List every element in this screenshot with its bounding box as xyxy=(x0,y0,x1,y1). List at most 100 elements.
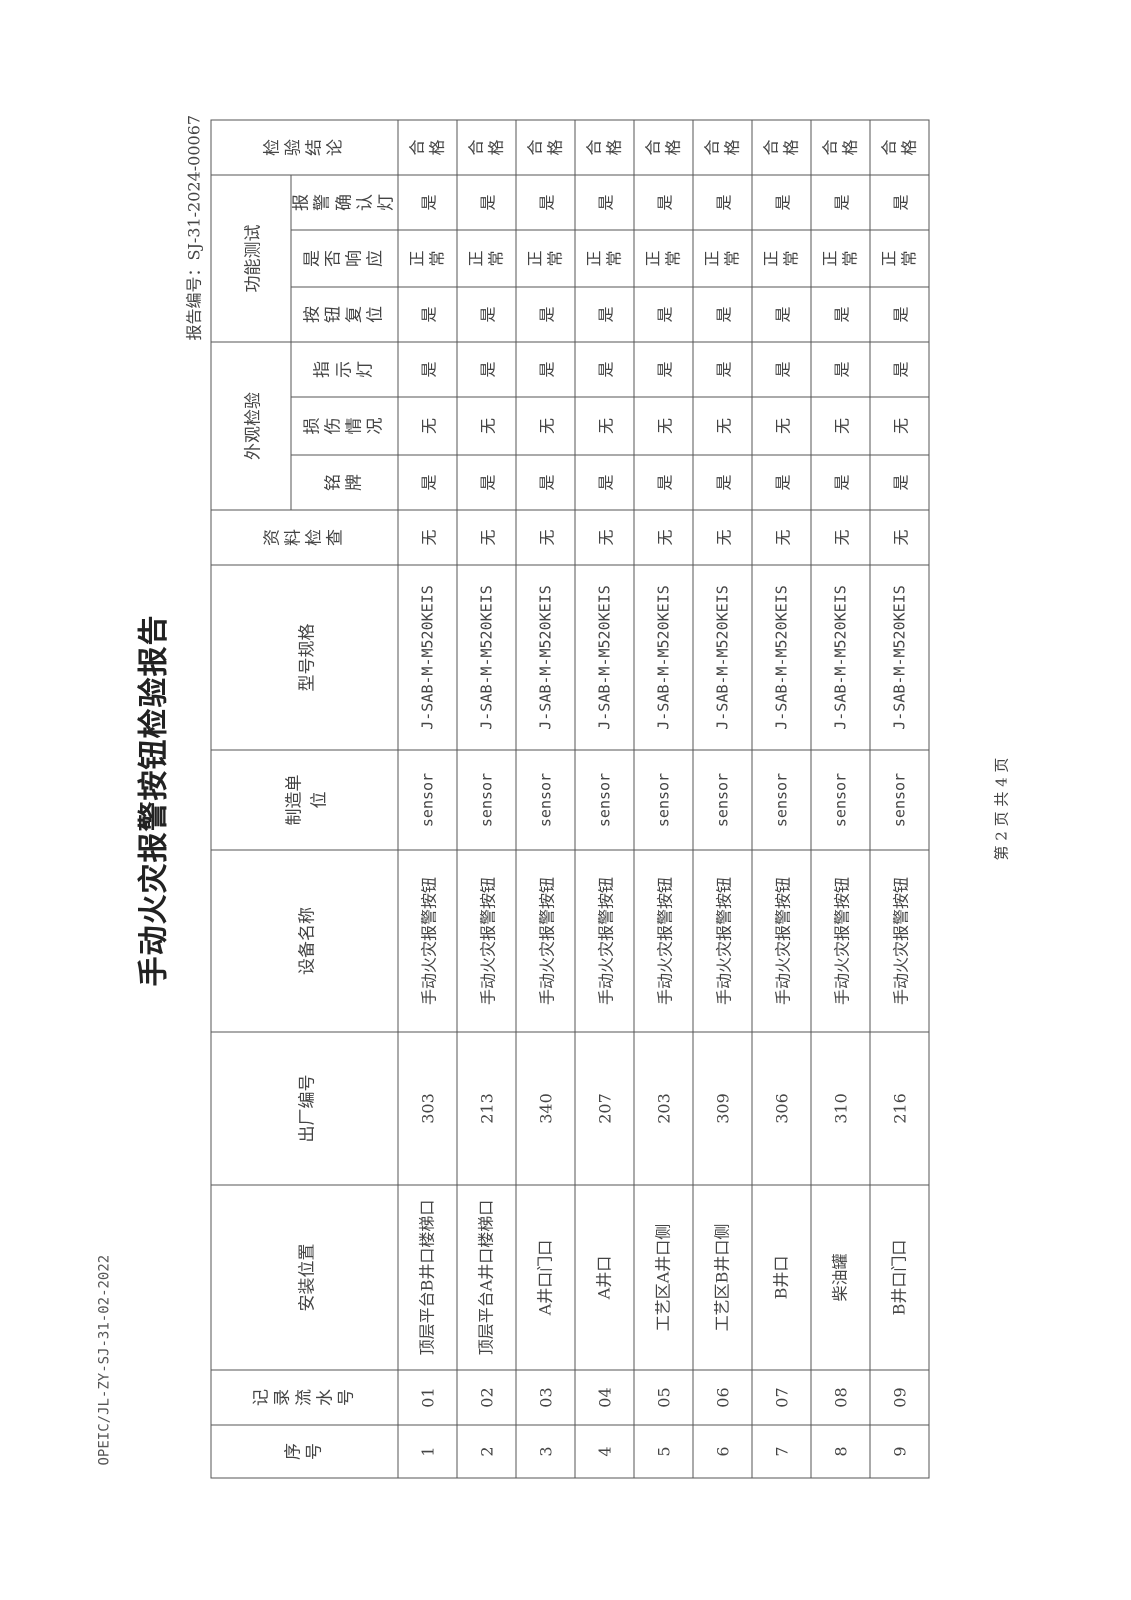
cell-seq: 5 xyxy=(633,1424,693,1478)
cell-model: J-SAB-M-M520KEIS xyxy=(456,564,516,750)
cell-response: 正常 xyxy=(397,229,457,287)
cell-docs: 无 xyxy=(810,509,870,565)
cell-name: 手动火灾报警按钮 xyxy=(515,849,575,1032)
cell-model: J-SAB-M-M520KEIS xyxy=(397,564,457,750)
cell-serial: 207 xyxy=(574,1031,634,1185)
cell-confirm: 是 xyxy=(751,174,811,230)
cell-docs: 无 xyxy=(397,509,457,565)
cell-indicator: 是 xyxy=(810,341,870,397)
cell-maker: sensor xyxy=(397,749,457,850)
table-row: 8 08 柴油罐 310 手动火灾报警按钮 sensor J-SAB-M-M520KEIS 无… xyxy=(810,119,870,1478)
cell-record: 05 xyxy=(633,1369,693,1425)
cell-seq: 7 xyxy=(751,1424,811,1478)
cell-docs: 无 xyxy=(751,509,811,565)
header-maker: 制造单位 xyxy=(210,749,398,850)
cell-name: 手动火灾报警按钮 xyxy=(692,849,752,1032)
cell-nameplate: 是 xyxy=(751,454,811,510)
table-row: 5 05 工艺区A井口侧 203 手动火灾报警按钮 sensor J-SAB-M-M520K… xyxy=(633,119,693,1478)
cell-location: 柴油罐 xyxy=(810,1184,870,1370)
cell-damage: 无 xyxy=(633,396,693,455)
cell-confirm: 是 xyxy=(574,174,634,230)
header-seq: 序号 xyxy=(210,1424,398,1478)
cell-damage: 无 xyxy=(574,396,634,455)
cell-reset: 是 xyxy=(456,286,516,342)
cell-model: J-SAB-M-M520KEIS xyxy=(574,564,634,750)
cell-response: 正常 xyxy=(692,229,752,287)
cell-model: J-SAB-M-M520KEIS xyxy=(751,564,811,750)
cell-confirm: 是 xyxy=(456,174,516,230)
cell-docs: 无 xyxy=(574,509,634,565)
header-indicator: 指示灯 xyxy=(290,341,398,397)
header-appearance: 外观检验 xyxy=(210,341,291,510)
cell-conclusion: 合格 xyxy=(810,119,870,175)
page-footer: 第 2 页 共 4 页 xyxy=(992,757,1010,860)
cell-indicator: 是 xyxy=(633,341,693,397)
cell-record: 06 xyxy=(692,1369,752,1425)
table-row: 1 01 顶层平台B井口楼梯口 303 手动火灾报警按钮 sensor J-SAB-M-M5… xyxy=(397,119,457,1478)
cell-model: J-SAB-M-M520KEIS xyxy=(633,564,693,750)
cell-location: A井口 xyxy=(574,1184,634,1370)
cell-seq: 9 xyxy=(869,1424,929,1478)
header-function: 功能测试 xyxy=(210,174,291,342)
cell-indicator: 是 xyxy=(751,341,811,397)
cell-nameplate: 是 xyxy=(810,454,870,510)
cell-indicator: 是 xyxy=(869,341,929,397)
cell-model: J-SAB-M-M520KEIS xyxy=(810,564,870,750)
cell-serial: 340 xyxy=(515,1031,575,1185)
cell-indicator: 是 xyxy=(692,341,752,397)
cell-maker: sensor xyxy=(574,749,634,850)
cell-reset: 是 xyxy=(751,286,811,342)
cell-maker: sensor xyxy=(751,749,811,850)
cell-indicator: 是 xyxy=(456,341,516,397)
cell-docs: 无 xyxy=(515,509,575,565)
cell-reset: 是 xyxy=(869,286,929,342)
cell-seq: 1 xyxy=(397,1424,457,1478)
document-code: OPEIC/JL-ZY-SJ-31-02-2022 xyxy=(96,1254,112,1465)
cell-reset: 是 xyxy=(692,286,752,342)
cell-indicator: 是 xyxy=(574,341,634,397)
cell-conclusion: 合格 xyxy=(751,119,811,175)
cell-response: 正常 xyxy=(869,229,929,287)
cell-damage: 无 xyxy=(751,396,811,455)
cell-model: J-SAB-M-M520KEIS xyxy=(515,564,575,750)
cell-name: 手动火灾报警按钮 xyxy=(869,849,929,1032)
cell-maker: sensor xyxy=(633,749,693,850)
table-row: 7 07 B井口 306 手动火灾报警按钮 sensor J-SAB-M-M520KEIS 无… xyxy=(751,119,811,1478)
cell-seq: 3 xyxy=(515,1424,575,1478)
table-row: 6 06 工艺区B井口侧 309 手动火灾报警按钮 sensor J-SAB-M-M520K… xyxy=(692,119,752,1478)
cell-seq: 2 xyxy=(456,1424,516,1478)
cell-docs: 无 xyxy=(692,509,752,565)
cell-confirm: 是 xyxy=(633,174,693,230)
cell-docs: 无 xyxy=(869,509,929,565)
cell-record: 09 xyxy=(869,1369,929,1425)
cell-name: 手动火灾报警按钮 xyxy=(456,849,516,1032)
cell-location: 工艺区B井口侧 xyxy=(692,1184,752,1370)
cell-seq: 8 xyxy=(810,1424,870,1478)
cell-location: A井口门口 xyxy=(515,1184,575,1370)
cell-response: 正常 xyxy=(456,229,516,287)
header-conclusion: 检验结论 xyxy=(210,119,398,175)
cell-serial: 216 xyxy=(869,1031,929,1185)
header-response: 是否响应 xyxy=(290,229,398,287)
header-damage: 损伤情况 xyxy=(290,396,398,455)
header-confirm: 报警确认灯 xyxy=(290,174,398,230)
cell-damage: 无 xyxy=(810,396,870,455)
cell-serial: 213 xyxy=(456,1031,516,1185)
header-nameplate: 铭牌 xyxy=(290,454,398,510)
cell-conclusion: 合格 xyxy=(515,119,575,175)
cell-record: 07 xyxy=(751,1369,811,1425)
cell-model: J-SAB-M-M520KEIS xyxy=(692,564,752,750)
cell-name: 手动火灾报警按钮 xyxy=(751,849,811,1032)
cell-response: 正常 xyxy=(515,229,575,287)
page-title: 手动火灾报警按钮检验报告 xyxy=(136,614,171,986)
header-reset: 按钮复位 xyxy=(290,286,398,342)
cell-nameplate: 是 xyxy=(869,454,929,510)
cell-response: 正常 xyxy=(751,229,811,287)
cell-serial: 309 xyxy=(692,1031,752,1185)
header-location: 安装位置 xyxy=(210,1184,398,1370)
table-row: 3 03 A井口门口 340 手动火灾报警按钮 sensor J-SAB-M-M520KEI… xyxy=(515,119,575,1478)
report-number: 报告编号：SJ-31-2024-00067 xyxy=(184,114,203,340)
cell-conclusion: 合格 xyxy=(397,119,457,175)
cell-maker: sensor xyxy=(869,749,929,850)
cell-damage: 无 xyxy=(456,396,516,455)
